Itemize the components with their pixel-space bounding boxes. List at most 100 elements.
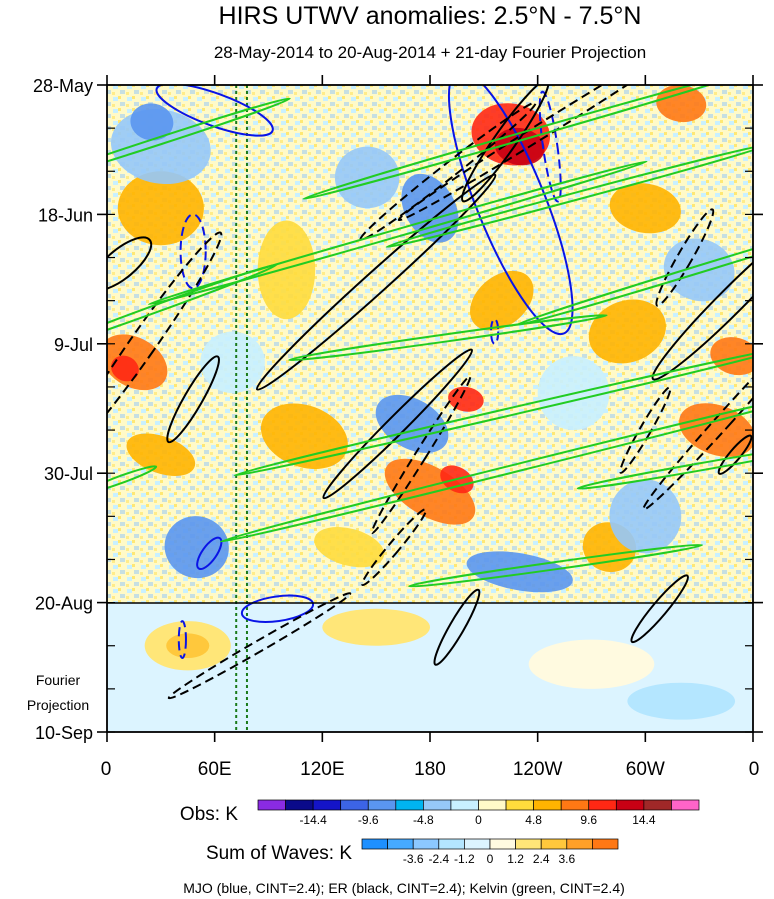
x-tick-label-5: 60W (626, 759, 665, 780)
kelvin-contour-37 (107, 465, 158, 494)
anomaly-blob-25 (466, 551, 573, 593)
er-contour-13 (397, 85, 714, 222)
er-contour-10 (166, 355, 220, 444)
wavebar-swatch-4 (464, 838, 491, 850)
anomaly-blob-11 (117, 171, 204, 246)
wavebar-label-2: -1.2 (454, 852, 475, 866)
anomaly-blob-15 (588, 299, 666, 364)
anomaly-blob-12 (257, 220, 316, 320)
wavebar-label-5: 2.4 (533, 852, 550, 866)
obsbar-swatch-6 (423, 799, 452, 811)
y-axis: 28-May 18-Jun 9-Jul 30-Jul 20-Aug 10-Sep (33, 76, 763, 743)
wave-contours (107, 85, 753, 700)
wavebar-label-0: -3.6 (403, 852, 424, 866)
obsbar-label-4: 4.8 (525, 813, 542, 827)
obsbar-label-0: -14.4 (299, 813, 327, 827)
obsbar-label-6: 14.4 (632, 813, 656, 827)
x-tick-label-1: 60E (198, 759, 232, 780)
er-contour-22 (361, 508, 428, 587)
projection-blob-1 (166, 633, 210, 659)
kelvin-contour-32 (288, 314, 608, 362)
wavebar-label-6: 3.6 (558, 852, 575, 866)
waves-colorbar: -3.6 -2.4 -1.2 0 1.2 2.4 3.6 (361, 838, 619, 866)
anomaly-blob-10 (470, 270, 534, 331)
mjo-contour-0 (155, 85, 274, 137)
er-contour-24 (630, 574, 689, 644)
er-contour-17 (655, 208, 715, 307)
anomaly-blob-26 (663, 238, 735, 302)
obsbar-swatch-11 (560, 799, 590, 811)
mjo-contour-5 (196, 536, 223, 570)
footer-caption: MJO (blue, CINT=2.4); ER (black, CINT=2.… (183, 880, 625, 896)
kelvin-contour-29 (147, 160, 648, 306)
waves-colorbar-label: Sum of Waves: K (206, 843, 352, 864)
anomaly-blob-2 (656, 85, 707, 123)
x-tick-label-4: 120W (513, 759, 563, 780)
wavebar-swatch-5 (489, 838, 516, 850)
wavebar-label-3: 0 (487, 852, 494, 866)
kelvin-contour-34 (219, 391, 753, 543)
er-contour-16 (370, 375, 472, 535)
obsbar-swatch-2 (312, 799, 342, 811)
er-contour-14 (461, 85, 550, 203)
obs-colorbar: -14.4 -9.6 -4.8 0 4.8 9.6 14.4 (257, 799, 700, 827)
mjo-contour-2 (538, 90, 562, 203)
er-contour-20 (619, 386, 672, 474)
projection-shading (144, 608, 736, 726)
obsbar-label-5: 9.6 (580, 813, 597, 827)
obsbar-swatch-5 (395, 799, 424, 811)
y-tick-label-1: 18-Jun (38, 205, 93, 225)
er-contour-19 (642, 325, 753, 511)
projection-blob-3 (528, 639, 655, 689)
obsbar-swatch-1 (285, 799, 314, 811)
fourier-label-line-2: Projection (27, 697, 89, 713)
projection-blob-5 (627, 682, 736, 720)
obsbar-swatch-7 (450, 799, 479, 811)
chart-title: HIRS UTWV anomalies: 2.5°N - 7.5°N (219, 2, 642, 30)
obsbar-swatch-12 (588, 799, 617, 811)
y-tick-label-4: 20-Aug (35, 594, 93, 614)
anomaly-blob-24 (164, 516, 229, 579)
anomaly-blob-13 (609, 183, 681, 234)
y-tick-label-2: 9-Jul (54, 335, 93, 355)
mjo-contour-6 (177, 620, 187, 660)
wavebar-swatch-7 (540, 838, 568, 850)
wavebar-label-4: 1.2 (507, 852, 524, 866)
wavebar-swatch-2 (412, 838, 440, 850)
anomaly-blob-14 (260, 403, 348, 469)
anomaly-blob-28 (200, 331, 265, 394)
obsbar-label-3: 0 (475, 813, 482, 827)
er-contour-11 (255, 173, 497, 391)
obsbar-swatch-3 (340, 799, 369, 811)
obsbar-label-1: -9.6 (358, 813, 379, 827)
y-tick-label-3: 30-Jul (44, 464, 93, 484)
obsbar-swatch-4 (367, 799, 397, 811)
wavebar-swatch-9 (592, 838, 619, 850)
x-tick-label-0: 0 (101, 759, 112, 780)
anomaly-blob-18 (314, 527, 385, 568)
anomaly-blob-4 (111, 355, 139, 382)
obsbar-swatch-10 (533, 799, 562, 811)
kelvin-contour-33 (233, 346, 753, 477)
anomaly-blob-21 (130, 103, 174, 141)
kelvin-contour-36 (408, 543, 704, 588)
y-tick-label-5: 10-Sep (35, 723, 93, 743)
er-contour-15 (322, 348, 474, 500)
anomaly-blob-27 (609, 479, 682, 554)
kelvin-contour-35 (576, 444, 753, 490)
obsbar-label-2: -4.8 (413, 813, 434, 827)
er-contour-8 (107, 236, 153, 291)
obsbar-swatch-0 (257, 799, 286, 811)
anomaly-blob-8 (384, 458, 476, 525)
chart-subtitle: 28-May-2014 to 20-Aug-2014 + 21-day Four… (214, 43, 646, 62)
anomaly-blob-23 (375, 394, 449, 453)
er-contour-21 (717, 434, 753, 475)
y-tick-label-0: 28-May (33, 76, 93, 96)
wavebar-swatch-8 (566, 838, 593, 850)
anomaly-blob-16 (126, 433, 196, 476)
obsbar-swatch-9 (505, 799, 534, 811)
wavebar-swatch-1 (387, 838, 414, 850)
x-axis: 0 60E 120E 180 120W 60W 0 (101, 75, 759, 780)
wavebar-swatch-0 (361, 838, 388, 850)
